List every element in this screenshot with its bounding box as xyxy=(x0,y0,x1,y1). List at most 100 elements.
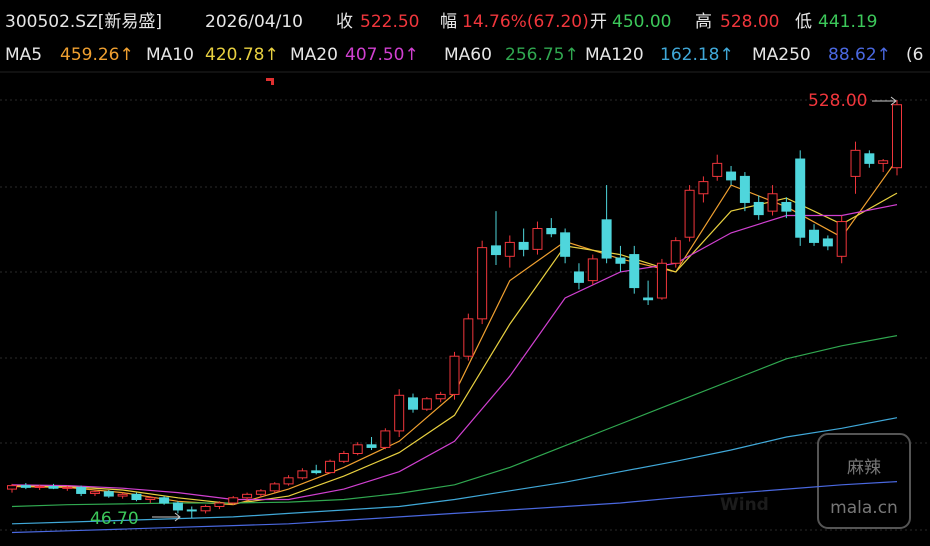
candle-body xyxy=(172,502,183,511)
candle-body xyxy=(504,241,515,257)
high-annotation: 528.00 xyxy=(808,91,867,111)
candle-body xyxy=(145,497,156,501)
candle-body xyxy=(131,493,142,501)
candle-body xyxy=(408,397,419,410)
candle-body xyxy=(242,493,253,499)
logo-text: 麻辣 xyxy=(847,458,881,478)
quote-text: 522.50 xyxy=(360,12,419,32)
candle-body xyxy=(228,497,239,504)
candle-body xyxy=(795,158,806,238)
legend-value: 420.78↑ xyxy=(205,45,279,65)
candle-body xyxy=(712,162,723,177)
ma-line xyxy=(11,192,898,505)
plot xyxy=(7,99,902,534)
watermark: Wind xyxy=(720,495,769,515)
candle-body xyxy=(394,394,405,432)
candle-body xyxy=(822,238,833,247)
quote-text: 幅 xyxy=(440,12,457,32)
quote-text: 收 xyxy=(336,12,353,32)
candle-body xyxy=(463,318,474,357)
candle-body xyxy=(670,240,681,264)
candle-body xyxy=(560,232,571,257)
candle-body xyxy=(89,491,100,494)
candle-body xyxy=(76,486,87,494)
candle-body xyxy=(297,470,308,479)
candle-body xyxy=(767,193,778,212)
candle-body xyxy=(214,502,225,507)
candle-body xyxy=(449,355,460,395)
candle-body xyxy=(726,171,737,181)
ma-line xyxy=(11,481,898,534)
candle-body xyxy=(739,175,750,203)
candle-body xyxy=(117,493,128,497)
candle-body xyxy=(380,430,391,448)
quote-text: 14.76%(67.20) xyxy=(462,12,589,32)
ma-line xyxy=(11,417,898,525)
candle-body xyxy=(159,497,170,504)
quote-text: 441.19 xyxy=(818,12,877,32)
candle-body xyxy=(809,229,820,243)
legend-value: 459.26↑ xyxy=(60,45,134,65)
candle-body xyxy=(269,483,280,492)
legend-name: MA120 xyxy=(585,45,644,65)
candle-body xyxy=(698,181,709,195)
marker xyxy=(266,78,274,85)
candle-body xyxy=(615,257,626,264)
annotation-arrow xyxy=(152,512,181,522)
candle-body xyxy=(435,393,446,400)
legend-cut: (6 xyxy=(906,45,923,65)
quote-text: 低 xyxy=(795,12,812,32)
legend-value: 162.18↑ xyxy=(660,45,734,65)
candle-body xyxy=(20,485,31,488)
candle-body xyxy=(103,491,114,497)
candle-body xyxy=(546,228,557,235)
quote-text: 300502.SZ[新易盛] xyxy=(5,12,162,32)
candle-body xyxy=(850,149,861,177)
candle-body xyxy=(532,228,543,250)
candle-body xyxy=(311,470,322,474)
annotation-arrow xyxy=(872,96,897,106)
legend-name: MA20 xyxy=(290,45,338,65)
legend-value: 256.75↑ xyxy=(505,45,579,65)
candle-body xyxy=(587,258,598,282)
quote-text: 528.00 xyxy=(720,12,779,32)
legend-name: MA5 xyxy=(5,45,42,65)
candle-body xyxy=(366,444,377,448)
candle-body xyxy=(601,219,612,259)
logo-box xyxy=(817,433,911,529)
candle-body xyxy=(836,221,847,257)
candle-body xyxy=(62,486,73,489)
logo-url: mala.cn xyxy=(830,498,898,518)
candle-body xyxy=(781,201,792,212)
legend-value: 407.50↑ xyxy=(345,45,419,65)
low-annotation: 46.70 xyxy=(90,509,139,529)
candle-body xyxy=(892,104,902,169)
candle-body xyxy=(864,153,875,164)
candle-body xyxy=(684,189,695,238)
candle-body xyxy=(34,485,45,488)
grid xyxy=(0,99,930,531)
candle-body xyxy=(200,505,211,512)
legend-name: MA250 xyxy=(752,45,811,65)
candle-body xyxy=(255,490,266,495)
candle-body xyxy=(352,444,363,454)
candle-body xyxy=(518,241,529,250)
candle-body xyxy=(338,452,349,462)
candle-body xyxy=(283,477,294,485)
candle-body xyxy=(573,271,584,283)
candle-body xyxy=(477,247,488,320)
candle-body xyxy=(878,160,889,164)
legend-name: MA60 xyxy=(444,45,492,65)
candle-body xyxy=(48,485,59,489)
candle-body xyxy=(325,460,336,474)
candle-body xyxy=(186,509,197,512)
candle-body xyxy=(490,245,501,256)
candle-body xyxy=(421,398,432,410)
quote-text: 开 xyxy=(590,12,607,32)
candle-body xyxy=(656,262,667,299)
quote-text: 450.00 xyxy=(612,12,671,32)
candle-body xyxy=(629,254,640,289)
ma-line xyxy=(11,204,898,501)
